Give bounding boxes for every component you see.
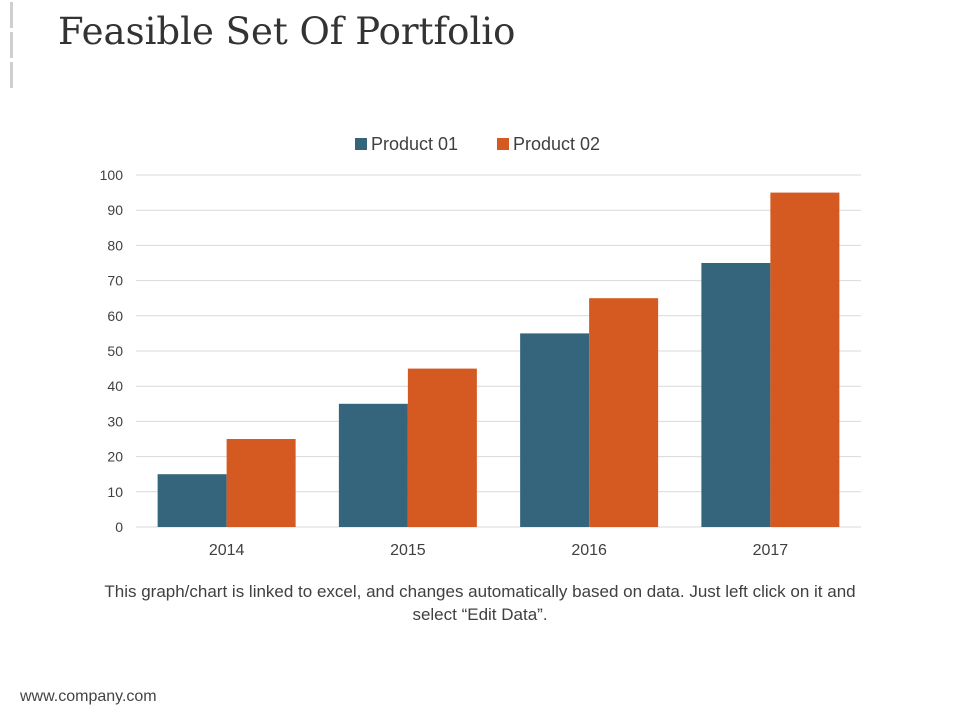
- legend-swatch: [355, 138, 367, 150]
- bar-product-02[interactable]: [226, 439, 296, 527]
- x-tick-label: 2017: [753, 542, 789, 559]
- decorative-bar: [10, 32, 13, 58]
- y-tick-label: 10: [107, 484, 123, 500]
- y-tick-label: 100: [100, 167, 124, 183]
- footer-url[interactable]: www.company.com: [20, 688, 157, 705]
- decorative-bar: [10, 2, 13, 28]
- y-tick-label: 0: [115, 519, 123, 535]
- decorative-bar: [10, 62, 13, 88]
- bar-product-01[interactable]: [157, 474, 227, 527]
- y-tick-label: 20: [107, 449, 123, 465]
- chart-caption: This graph/chart is linked to excel, and…: [104, 582, 856, 624]
- x-tick-label: 2015: [390, 542, 426, 559]
- legend-label: Product 02: [513, 134, 600, 154]
- bar-product-02[interactable]: [589, 298, 659, 527]
- bar-chart[interactable]: 0 10 20 30 40 50 60 70 80 90 100 2014 2015 2016 2017 Pr…: [0, 0, 960, 580]
- y-tick-label: 30: [107, 413, 123, 429]
- y-tick-label: 50: [107, 343, 123, 359]
- bar-product-01[interactable]: [338, 403, 408, 527]
- x-tick-label: 2016: [571, 542, 607, 559]
- x-tick-label: 2014: [209, 542, 245, 559]
- bar-product-02[interactable]: [770, 192, 840, 527]
- legend-swatch: [497, 138, 509, 150]
- y-tick-label: 80: [107, 237, 123, 253]
- bar-product-02[interactable]: [407, 368, 477, 527]
- y-tick-label: 40: [107, 378, 123, 394]
- page-title: Feasible Set Of Portfolio: [58, 10, 516, 53]
- bar-product-01[interactable]: [701, 263, 771, 527]
- bar-product-01[interactable]: [520, 333, 590, 527]
- legend-label: Product 01: [371, 134, 458, 154]
- y-tick-label: 90: [107, 202, 123, 218]
- y-tick-label: 60: [107, 308, 123, 324]
- y-tick-label: 70: [107, 273, 123, 289]
